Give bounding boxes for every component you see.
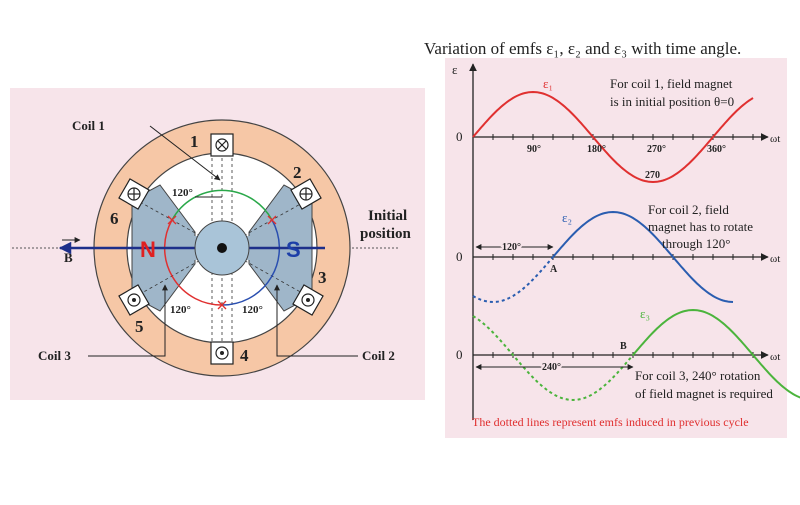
x-axis-label: ωt <box>770 351 780 363</box>
slot-number: 2 <box>293 163 302 182</box>
point-label: A <box>550 264 558 275</box>
position-label: Initial <box>368 208 407 224</box>
emf-graph: Variation of emfs ε₁, ε₂ and ε₃ with tim… <box>424 39 800 438</box>
shift-label: 240° <box>542 362 561 373</box>
note: through 120° <box>662 236 730 251</box>
north-label: N <box>140 237 156 262</box>
coil-label: Coil 3 <box>38 348 71 363</box>
curve-label: ε₁ <box>543 76 553 91</box>
shaft <box>217 243 227 253</box>
note: magnet has to rotate <box>648 219 753 234</box>
origin-label: 0 <box>456 129 463 144</box>
angle-label: 120° <box>242 304 263 316</box>
curve-label: ε₂ <box>562 210 572 225</box>
cross-marks <box>167 215 277 310</box>
x-axis-label: ωt <box>770 133 780 145</box>
coil-label: Coil 2 <box>362 348 395 363</box>
x-axis-label: ωt <box>770 253 780 265</box>
previous-cycle <box>472 256 554 304</box>
origin-label: 0 <box>456 249 463 264</box>
curve-label: ε₃ <box>640 306 650 321</box>
angle-label: 120° <box>170 304 191 316</box>
note: For coil 3, 240° rotation <box>635 368 761 383</box>
note: For coil 2, field <box>648 202 729 217</box>
slot-number: 5 <box>135 317 144 336</box>
origin-label: 0 <box>456 347 463 362</box>
note: of field magnet is required <box>635 386 773 401</box>
tick-label: 180° <box>587 144 606 155</box>
blue-arc <box>221 219 281 306</box>
slot-number: 1 <box>190 132 199 151</box>
tick-label: 270° <box>647 144 666 155</box>
tick-label: 360° <box>707 144 726 155</box>
footnote: The dotted lines represent emfs induced … <box>472 415 749 429</box>
shift-label: 120° <box>502 242 521 253</box>
emf-curve <box>552 210 734 303</box>
red-arc <box>163 219 223 306</box>
angle-label: 120° <box>172 187 193 199</box>
tick-label: 90° <box>527 144 541 155</box>
note: is in initial position θ=0 <box>610 94 734 109</box>
slot-symbols <box>127 138 315 360</box>
generator-diagram: Coil 1 Coil 3 Coil 2 1 2 3 4 5 6 N S B I… <box>10 88 425 400</box>
emf-curve <box>632 308 800 399</box>
emf-curve <box>472 90 754 184</box>
tick-label: 270 <box>645 170 660 181</box>
y-axis-label: ε <box>452 62 458 77</box>
note: For coil 1, field magnet <box>610 76 733 91</box>
slot-number: 4 <box>240 346 249 365</box>
slot-number: 6 <box>110 209 119 228</box>
slots <box>118 133 324 365</box>
leaders <box>62 125 358 357</box>
green-arc <box>171 189 273 221</box>
coil-label: Coil 1 <box>72 118 105 133</box>
point-label: B <box>620 341 627 352</box>
slot-dots <box>132 298 310 355</box>
position-label: position <box>360 226 412 242</box>
slot-number: 3 <box>318 268 327 287</box>
graph-title: Variation of emfs ε₁, ε₂ and ε₃ with tim… <box>424 39 741 58</box>
field-label: B <box>64 250 73 265</box>
south-label: S <box>286 237 301 262</box>
